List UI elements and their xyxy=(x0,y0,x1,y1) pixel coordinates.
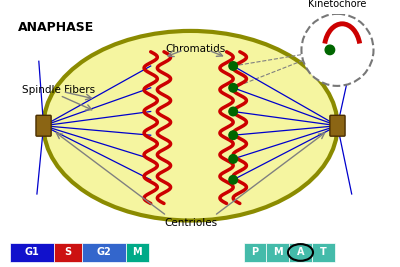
Text: G1: G1 xyxy=(25,248,40,257)
Text: Spindle Fibers: Spindle Fibers xyxy=(22,85,95,95)
Circle shape xyxy=(229,62,238,70)
FancyBboxPatch shape xyxy=(36,115,51,136)
Text: T: T xyxy=(320,248,327,257)
Bar xyxy=(266,243,289,262)
Text: M: M xyxy=(133,248,142,257)
Bar xyxy=(244,243,266,262)
Circle shape xyxy=(229,84,238,92)
Circle shape xyxy=(302,14,374,86)
Text: Chromatids: Chromatids xyxy=(165,44,225,54)
Text: Centrioles: Centrioles xyxy=(164,218,217,228)
Circle shape xyxy=(229,155,238,163)
Text: S: S xyxy=(65,248,72,257)
Ellipse shape xyxy=(44,31,338,221)
Text: Kinetochore: Kinetochore xyxy=(308,0,367,9)
Bar xyxy=(10,243,54,262)
Circle shape xyxy=(229,107,238,116)
Text: M: M xyxy=(273,248,282,257)
Bar xyxy=(126,243,149,262)
FancyBboxPatch shape xyxy=(330,115,345,136)
Text: ANAPHASE: ANAPHASE xyxy=(18,21,94,34)
Text: G2: G2 xyxy=(97,248,112,257)
Circle shape xyxy=(229,131,238,139)
Circle shape xyxy=(325,45,335,55)
Bar xyxy=(54,243,82,262)
Text: P: P xyxy=(252,248,258,257)
Circle shape xyxy=(229,175,238,184)
Bar xyxy=(289,243,312,262)
Bar xyxy=(312,243,335,262)
Text: A: A xyxy=(297,248,304,257)
Bar xyxy=(82,243,126,262)
